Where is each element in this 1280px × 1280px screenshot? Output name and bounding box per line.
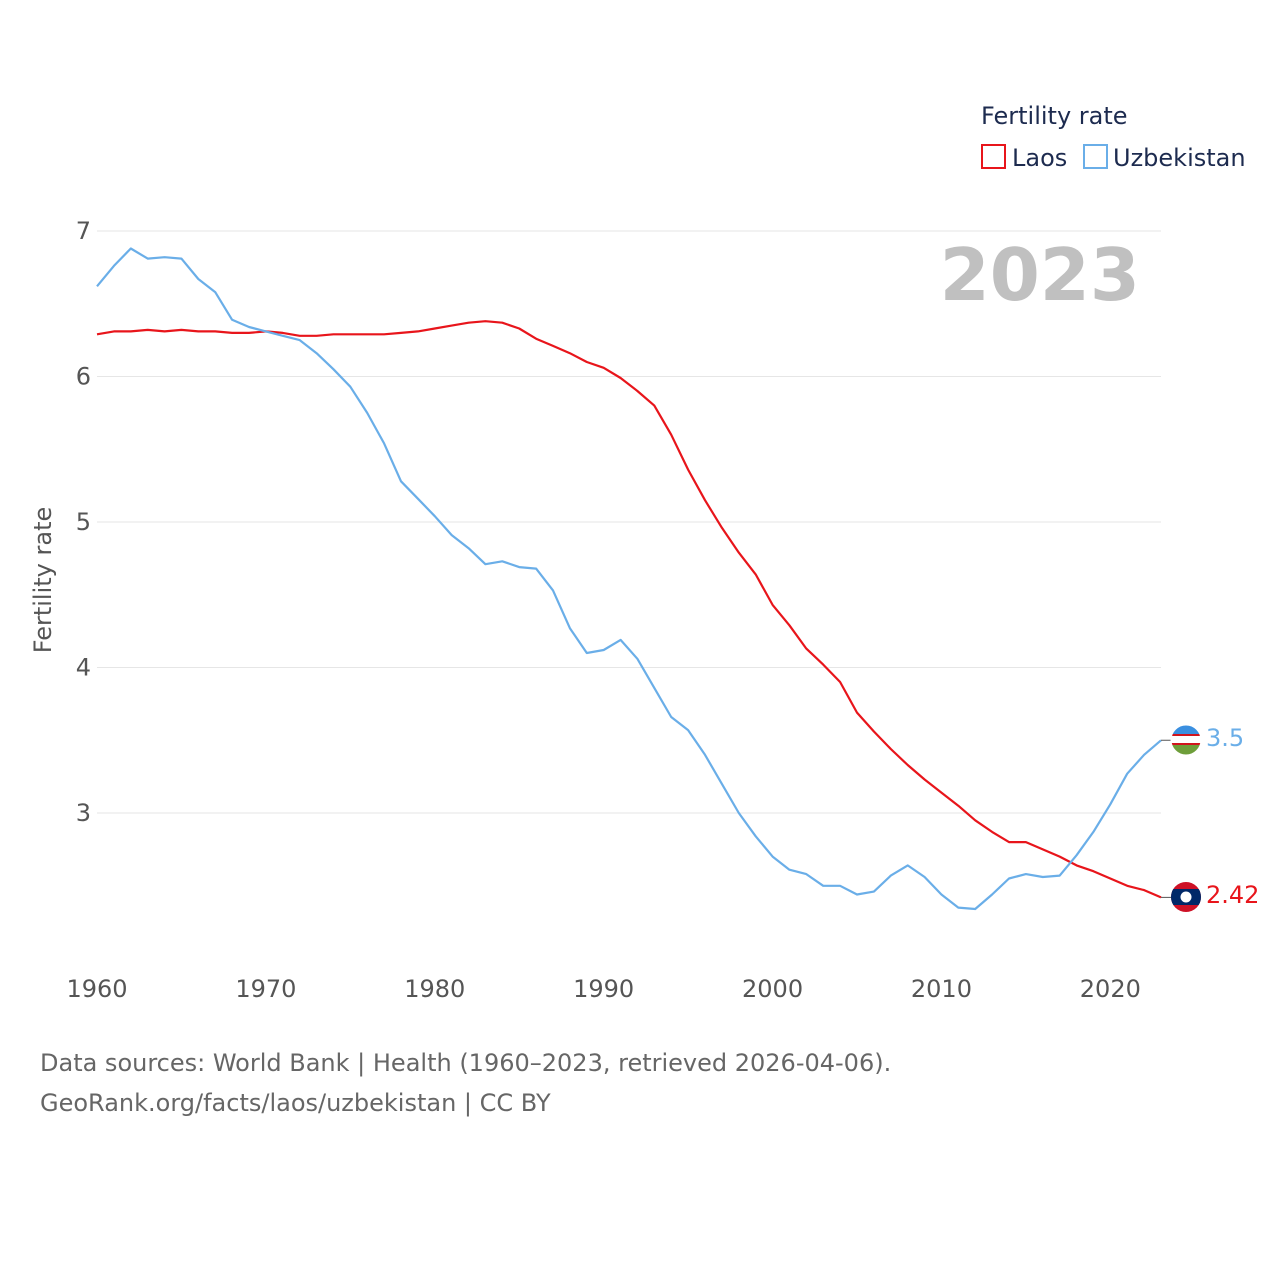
y-tick-4: 4 [76,654,91,682]
x-tick-2010: 2010 [911,975,972,1003]
legend-title: Fertility rate [981,102,1128,130]
y-tick-6: 6 [76,363,91,391]
y-grid-lines [97,230,1161,814]
attribution-text: GeoRank.org/facts/laos/uzbekistan | CC B… [40,1089,551,1117]
y-tick-labels: 3 4 5 6 7 [76,217,91,827]
legend-label-laos: Laos [1012,144,1067,172]
year-label: 2023 [940,233,1140,317]
legend-label-uzbekistan: Uzbekistan [1113,144,1246,172]
y-axis-title: Fertility rate [29,507,57,654]
uzbekistan-flag-icon [1170,724,1202,756]
end-label-uzbekistan: 3.5 [1206,724,1244,752]
x-tick-2000: 2000 [742,975,803,1003]
legend: Fertility rate Laos Uzbekistan [981,102,1246,172]
x-tick-1970: 1970 [235,975,296,1003]
footer: Data sources: World Bank | Health (1960–… [40,1043,891,1123]
laos-flag-icon [1171,882,1201,912]
y-tick-7: 7 [76,217,91,245]
legend-swatch-uzbekistan [1083,144,1108,169]
series-line-uzbekistan [96,247,1162,911]
series-line-laos [96,320,1162,899]
x-tick-1990: 1990 [573,975,634,1003]
series-lines [96,247,1171,911]
y-tick-5: 5 [76,508,91,536]
data-sources-text: Data sources: World Bank | Health (1960–… [40,1049,892,1077]
x-tick-1960: 1960 [66,975,127,1003]
end-label-laos: 2.42 [1206,881,1259,909]
x-tick-1980: 1980 [404,975,465,1003]
y-tick-3: 3 [76,799,91,827]
x-tick-2020: 2020 [1080,975,1141,1003]
x-tick-labels: 1960 1970 1980 1990 2000 2010 2020 [66,975,1140,1003]
legend-swatch-laos [981,144,1006,169]
